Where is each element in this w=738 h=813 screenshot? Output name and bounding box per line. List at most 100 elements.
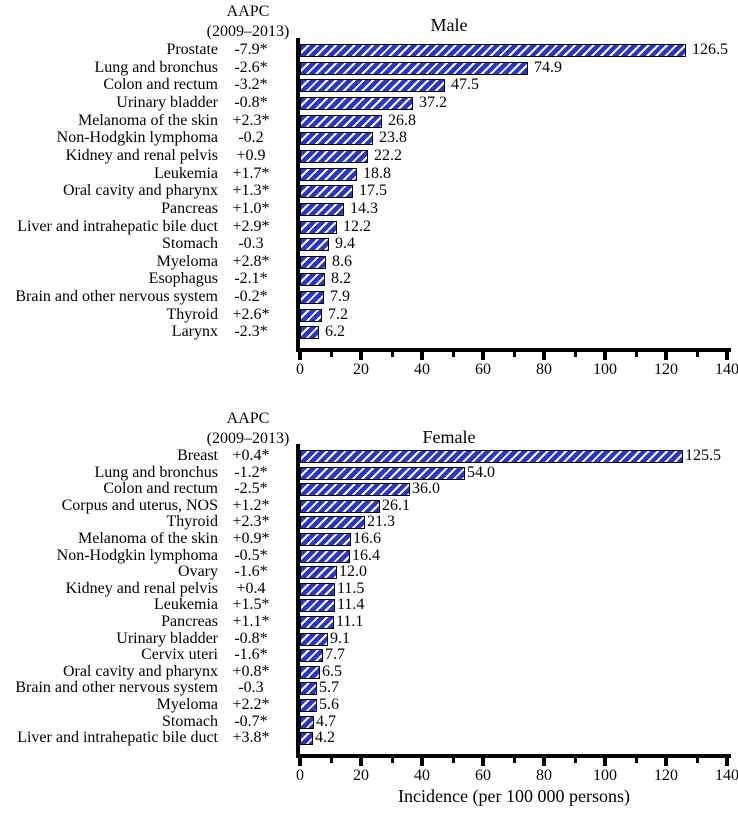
incidence-bar-female bbox=[300, 599, 335, 612]
aapc-value-female: -0.5* bbox=[234, 547, 268, 564]
bar-value-label-female: 5.7 bbox=[319, 679, 339, 696]
bar-value-label-male: 8.2 bbox=[331, 270, 351, 287]
bar-value-label-male: 22.2 bbox=[374, 147, 402, 164]
incidence-bar-female bbox=[300, 500, 380, 513]
bar-value-label-female: 6.5 bbox=[322, 663, 342, 680]
category-label-female: Leukemia bbox=[154, 596, 218, 613]
aapc-value-female: -0.7* bbox=[234, 713, 268, 730]
x-axis-minor-tick-female bbox=[635, 758, 638, 763]
incidence-bar-male bbox=[300, 115, 382, 128]
aapc-value-male: +2.3* bbox=[232, 112, 270, 129]
male-panel-title: Male bbox=[430, 15, 468, 35]
incidence-bar-male bbox=[300, 44, 686, 57]
category-label-female: Ovary bbox=[178, 563, 218, 580]
category-label-female: Pancreas bbox=[161, 613, 218, 630]
bar-value-label-female: 11.5 bbox=[337, 580, 365, 597]
x-axis-major-tick-male bbox=[298, 352, 302, 360]
aapc-value-female: -0.3 bbox=[238, 679, 264, 696]
x-axis-tick-label-female: 140 bbox=[715, 767, 738, 784]
x-axis-minor-tick-female bbox=[696, 758, 699, 763]
bar-value-label-male: 17.5 bbox=[359, 182, 387, 199]
x-axis-major-tick-male bbox=[542, 352, 546, 360]
x-axis-minor-tick-female bbox=[513, 758, 516, 763]
x-axis-major-tick-male bbox=[420, 352, 424, 360]
category-label-male: Stomach bbox=[162, 235, 218, 252]
x-axis-tick-label-male: 100 bbox=[593, 361, 617, 378]
incidence-bar-male bbox=[300, 326, 319, 339]
aapc-value-male: +1.7* bbox=[232, 165, 270, 182]
x-axis-minor-tick-female bbox=[330, 758, 333, 763]
incidence-bar-female bbox=[300, 716, 314, 729]
aapc-value-female: +1.5* bbox=[232, 596, 270, 613]
category-label-male: Larynx bbox=[171, 323, 218, 340]
x-axis-tick-label-female: 20 bbox=[353, 767, 369, 784]
incidence-bar-male bbox=[300, 132, 373, 145]
incidence-bar-male bbox=[300, 150, 368, 163]
x-axis-tick-label-male: 120 bbox=[654, 361, 678, 378]
bar-value-label-male: 8.6 bbox=[332, 253, 352, 270]
x-axis-minor-tick-female bbox=[391, 758, 394, 763]
category-label-male: Oral cavity and pharynx bbox=[62, 182, 218, 199]
aapc-value-male: -0.2* bbox=[234, 288, 268, 305]
aapc-value-male: -2.3* bbox=[234, 323, 268, 340]
incidence-bar-female bbox=[300, 550, 350, 563]
category-label-female: Corpus and uterus, NOS bbox=[61, 497, 218, 514]
x-axis-tick-label-male: 80 bbox=[536, 361, 552, 378]
category-label-male: Kidney and renal pelvis bbox=[65, 147, 218, 164]
aapc-value-male: -0.2 bbox=[238, 129, 264, 146]
aapc-value-male: -7.9* bbox=[234, 41, 268, 58]
category-label-male: Esophagus bbox=[148, 270, 218, 287]
incidence-bar-female bbox=[300, 467, 465, 480]
x-axis-minor-tick-male bbox=[391, 352, 394, 357]
category-label-male: Melanoma of the skin bbox=[78, 112, 218, 129]
bar-value-label-female: 16.4 bbox=[352, 547, 380, 564]
x-axis-minor-tick-male bbox=[513, 352, 516, 357]
category-label-male: Lung and bronchus bbox=[94, 59, 218, 76]
bar-value-label-female: 26.1 bbox=[382, 497, 410, 514]
category-label-female: Melanoma of the skin bbox=[78, 530, 218, 547]
bar-value-label-male: 26.8 bbox=[388, 112, 416, 129]
incidence-bar-male bbox=[300, 238, 329, 251]
incidence-bar-female bbox=[300, 533, 351, 546]
bar-value-label-male: 14.3 bbox=[350, 200, 378, 217]
incidence-bar-male bbox=[300, 221, 337, 234]
bar-value-label-female: 5.6 bbox=[319, 696, 339, 713]
category-label-female: Myeloma bbox=[156, 696, 218, 713]
category-label-male: Brain and other nervous system bbox=[15, 288, 218, 305]
x-axis-major-tick-male bbox=[725, 352, 729, 360]
x-axis-major-tick-female bbox=[298, 758, 302, 766]
category-label-male: Liver and intrahepatic bile duct bbox=[17, 218, 218, 235]
aapc-value-male: +2.6* bbox=[232, 306, 270, 323]
aapc-value-male: -2.6* bbox=[234, 59, 268, 76]
aapc-value-male: -0.8* bbox=[234, 94, 268, 111]
incidence-bar-female bbox=[300, 633, 328, 646]
x-axis-major-tick-male bbox=[603, 352, 607, 360]
aapc-value-female: -0.8* bbox=[234, 630, 268, 647]
aapc-value-female: -2.5* bbox=[234, 480, 268, 497]
bar-value-label-male: 47.5 bbox=[451, 76, 479, 93]
category-label-female: Brain and other nervous system bbox=[15, 679, 218, 696]
x-axis-tick-label-female: 40 bbox=[414, 767, 430, 784]
x-axis-label: Incidence (per 100 000 persons) bbox=[398, 786, 630, 806]
bar-value-label-female: 9.1 bbox=[330, 630, 350, 647]
aapc-value-male: -0.3 bbox=[238, 235, 264, 252]
incidence-bar-female bbox=[300, 583, 335, 596]
x-axis-major-tick-female bbox=[603, 758, 607, 766]
aapc-value-male: -2.1* bbox=[234, 270, 268, 287]
aapc-value-female: +2.3* bbox=[232, 513, 270, 530]
bar-value-label-female: 54.0 bbox=[467, 464, 495, 481]
incidence-bar-male bbox=[300, 62, 528, 75]
aapc-value-female: +0.4 bbox=[236, 580, 266, 597]
category-label-male: Leukemia bbox=[154, 165, 218, 182]
incidence-bar-male bbox=[300, 185, 353, 198]
incidence-bar-female bbox=[300, 666, 320, 679]
category-label-female: Stomach bbox=[162, 713, 218, 730]
aapc-value-male: +1.0* bbox=[232, 200, 270, 217]
y-axis-line-female bbox=[296, 444, 300, 758]
aapc-value-male: +1.3* bbox=[232, 182, 270, 199]
category-label-male: Thyroid bbox=[166, 306, 218, 323]
category-label-female: Colon and rectum bbox=[103, 480, 218, 497]
bar-value-label-female: 11.1 bbox=[336, 613, 364, 630]
x-axis-minor-tick-male bbox=[574, 352, 577, 357]
aapc-value-female: +2.2* bbox=[232, 696, 270, 713]
